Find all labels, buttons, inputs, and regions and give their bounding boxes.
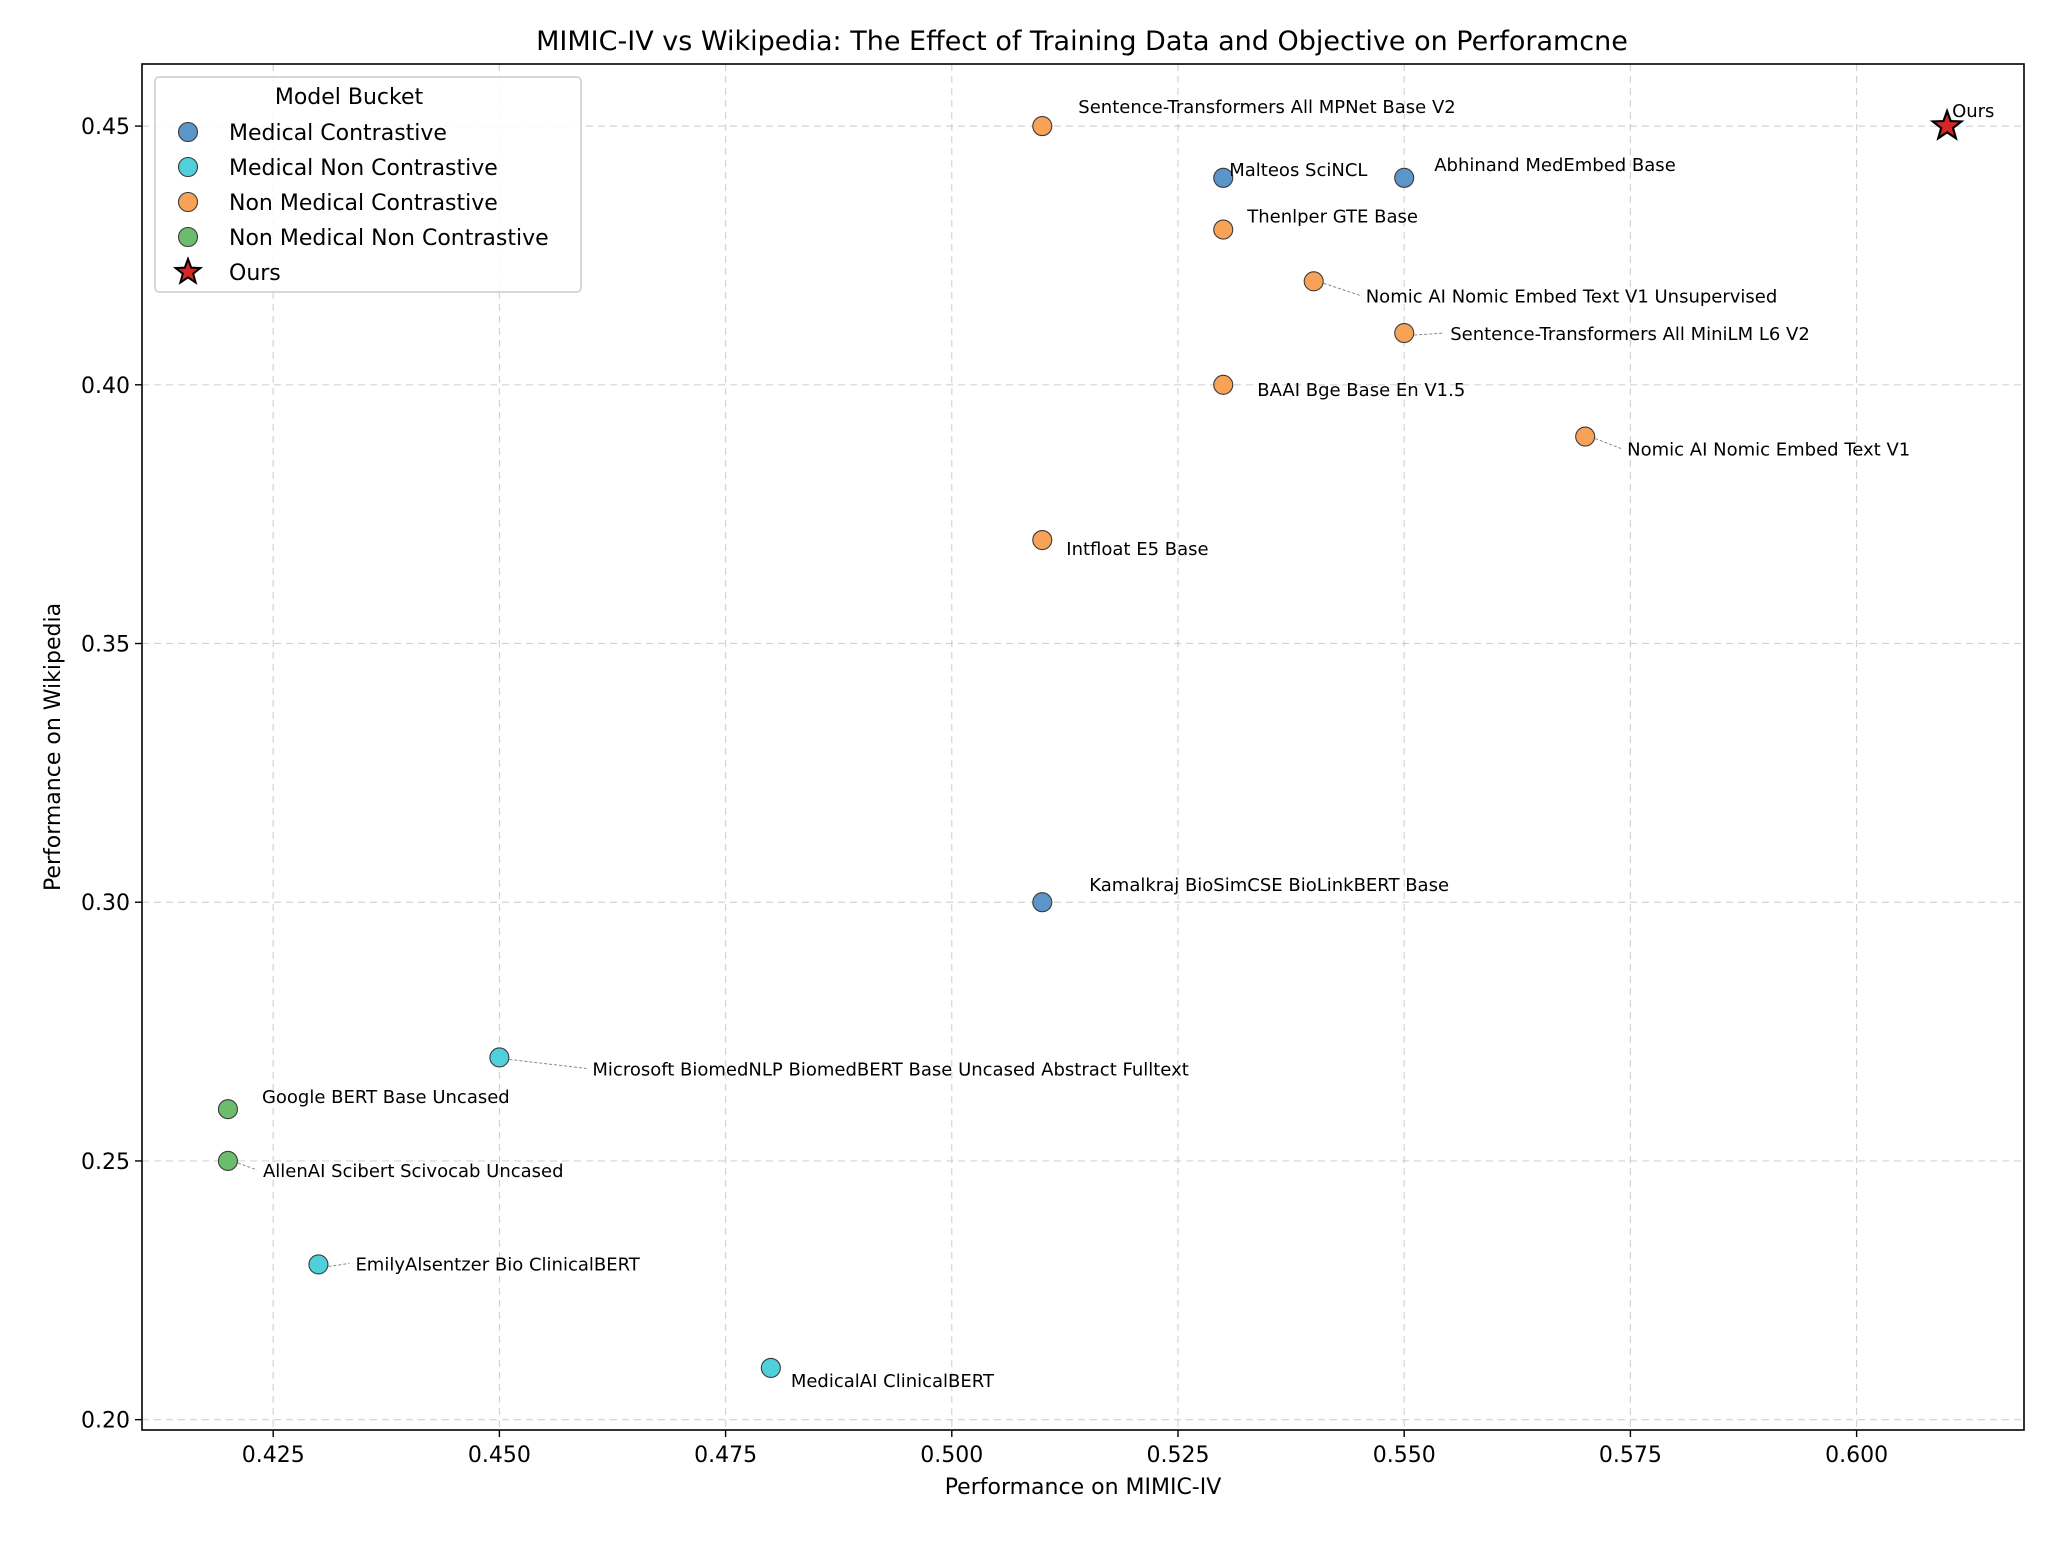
legend-label: Ours: [229, 261, 281, 286]
data-label: Malteos SciNCL: [1229, 160, 1367, 181]
data-label: Nomic AI Nomic Embed Text V1: [1627, 440, 1910, 461]
x-tick-label: 0.575: [1599, 1443, 1662, 1468]
data-label: Intfloat E5 Base: [1066, 539, 1208, 560]
label-leader-line: [237, 1162, 258, 1171]
data-point: [1213, 219, 1234, 240]
data-label: Abhinand MedEmbed Base: [1434, 155, 1676, 176]
legend-label: Non Medical Non Contrastive: [229, 226, 549, 251]
data-point: [1032, 892, 1053, 913]
legend-marker-star: [172, 256, 204, 285]
chart-title: MIMIC-IV vs Wikipedia: The Effect of Tra…: [536, 26, 1628, 57]
data-point: [1303, 271, 1324, 292]
data-point: [1213, 167, 1234, 188]
label-leader-line: [1323, 282, 1360, 296]
data-point: [489, 1047, 510, 1068]
y-tick-label: 0.35: [81, 633, 130, 658]
legend-marker: [177, 121, 199, 143]
x-tick-label: 0.500: [920, 1443, 983, 1468]
x-axis-ticks: 0.425 0.450 0.475 0.500 0.525 0.550 0.575 0.600: [242, 1430, 1888, 1468]
label-leader-line: [509, 1058, 587, 1069]
y-tick-label: 0.40: [81, 374, 130, 399]
x-axis-label: Performance on MIMIC-IV: [945, 1475, 1222, 1500]
legend-marker: [177, 191, 199, 213]
legend: Model Bucket Medical ContrastiveMedical …: [154, 76, 582, 293]
legend-marker: [177, 226, 199, 248]
legend-title: Model Bucket: [275, 85, 424, 110]
data-label: EmilyAlsentzer Bio ClinicalBERT: [355, 1254, 640, 1275]
data-point: [308, 1254, 329, 1275]
data-label: AllenAI Scibert Scivocab Uncased: [263, 1161, 564, 1182]
x-tick-label: 0.525: [1147, 1443, 1210, 1468]
label-leader-line: [1594, 438, 1622, 450]
y-tick-label: 0.25: [81, 1150, 130, 1175]
label-leader-lines: [237, 282, 1622, 1267]
data-point: [1575, 426, 1596, 447]
data-label: Google BERT Base Uncased: [262, 1087, 510, 1108]
legend-marker: [177, 156, 199, 178]
data-label: Microsoft BiomedNLP BiomedBERT Base Unca…: [592, 1059, 1188, 1080]
plot-area-frame: [141, 63, 2025, 1431]
x-tick-label: 0.450: [468, 1443, 531, 1468]
data-label: Thenlper GTE Base: [1246, 207, 1418, 228]
y-tick-label: 0.45: [81, 115, 130, 140]
data-points: [217, 107, 1965, 1378]
data-point: [760, 1357, 781, 1378]
y-axis-label: Performance on Wikipedia: [41, 603, 66, 891]
data-label: MedicalAI ClinicalBERT: [791, 1371, 995, 1392]
label-leader-line: [328, 1262, 350, 1267]
label-leader-line: [1414, 332, 1445, 336]
data-point: [1032, 116, 1053, 137]
legend-label: Medical Non Contrastive: [229, 156, 498, 181]
legend-label: Non Medical Contrastive: [229, 191, 498, 216]
data-point: [217, 1150, 239, 1171]
x-tick-label: 0.550: [1373, 1443, 1436, 1468]
data-point: [1394, 323, 1415, 344]
y-axis-ticks: 0.20 0.25 0.30 0.35 0.40 0.45: [81, 115, 142, 1434]
x-tick-label: 0.425: [242, 1443, 305, 1468]
data-label: Kamalkraj BioSimCSE BioLinkBERT Base: [1089, 875, 1449, 896]
y-tick-label: 0.20: [81, 1409, 130, 1434]
data-point: [217, 1099, 239, 1120]
y-tick-label: 0.30: [81, 891, 130, 916]
legend-items: Medical Contrastive Medical Non Contrasti…: [172, 121, 549, 286]
data-point: [1213, 374, 1234, 395]
legend-label: Medical Contrastive: [229, 121, 447, 146]
point-labels: Malteos SciNCL Abhinand MedEmbed Base Kama…: [262, 97, 1994, 1392]
x-tick-label: 0.475: [694, 1443, 757, 1468]
data-label: BAAI Bge Base En V1.5: [1257, 380, 1465, 401]
data-label: Sentence-Transformers All MPNet Base V2: [1078, 97, 1455, 118]
data-point-star: [1929, 107, 1965, 141]
data-point: [1394, 167, 1415, 188]
x-tick-label: 0.600: [1825, 1443, 1888, 1468]
data-label: Sentence-Transformers All MiniLM L6 V2: [1450, 324, 1810, 345]
data-label: Ours: [1952, 101, 1994, 122]
legend-box: [154, 76, 582, 293]
data-point: [1032, 529, 1053, 551]
data-label: Nomic AI Nomic Embed Text V1 Unsupervise…: [1366, 286, 1778, 307]
